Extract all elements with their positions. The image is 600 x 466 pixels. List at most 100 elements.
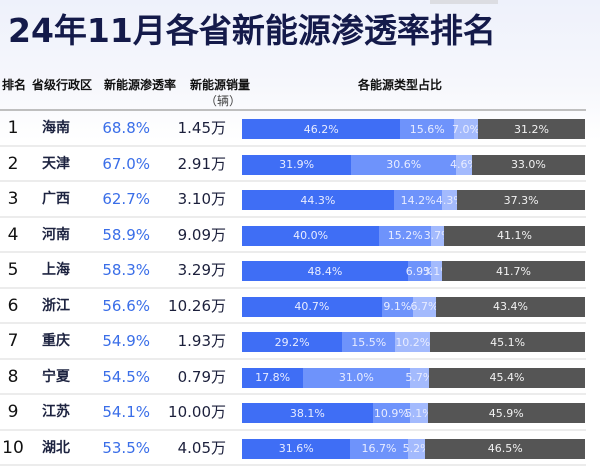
table-row: 5 上海 58.3% 3.29万 48.4% 6.9% 3.1% 41.7%: [0, 253, 586, 289]
province: 广西: [42, 191, 70, 207]
province: 河南: [42, 226, 70, 243]
sales: 4.05万: [177, 438, 226, 457]
province: 上海: [42, 262, 70, 278]
segment-4: 37.3%: [457, 190, 585, 210]
rank: 7: [7, 331, 19, 351]
share-bar: 44.3% 14.2% 4.3% 37.3%: [242, 190, 585, 210]
share-bar: 40.0% 15.2% 3.7% 41.1%: [242, 225, 585, 246]
sales: 1.93万: [177, 332, 226, 350]
rank: 10: [2, 437, 24, 458]
share-bar: 40.7% 9.1% 6.7% 43.4%: [242, 296, 585, 317]
segment-2: 10.9%: [372, 403, 411, 423]
penetration-rate: 53.5%: [102, 438, 150, 457]
segment-4: 45.9%: [427, 403, 585, 423]
province: 天津: [42, 155, 70, 172]
corner-tab: [430, 0, 498, 4]
table-row: 10 湖北 53.5% 4.05万 31.6% 16.7% 5.2% 46.5%: [0, 431, 586, 466]
segment-4: 46.5%: [425, 438, 585, 459]
segment-2: 6.9%: [406, 261, 434, 281]
table-row: 9 江苏 54.1% 10.00万 38.1% 10.9% 5.1% 45.9%: [0, 395, 586, 431]
segment-2: 31.0%: [303, 367, 410, 388]
segment-2: 15.5%: [342, 332, 396, 352]
sales: 3.10万: [177, 190, 226, 208]
rank: 3: [7, 189, 19, 209]
province: 江苏: [42, 404, 70, 420]
province: 宁夏: [42, 368, 70, 385]
segment-3: 5.1%: [405, 403, 433, 423]
share-bar: 46.2% 15.6% 7.0% 31.2%: [242, 119, 585, 139]
table-header: 排名 省级行政区 新能源渗透率 新能源销量 （辆） 各能源类型占比: [0, 70, 600, 110]
sales: 9.09万: [177, 225, 226, 244]
sales: 2.91万: [177, 154, 226, 173]
segment-1: 46.2%: [242, 119, 401, 139]
segment-3: 4.6%: [450, 154, 478, 175]
segment-3: 4.3%: [436, 190, 464, 210]
rank: 6: [7, 295, 19, 316]
segment-2: 14.2%: [393, 190, 443, 210]
segment-1: 31.6%: [242, 438, 351, 459]
table-row: 2 天津 67.0% 2.91万 31.9% 30.6% 4.6% 33.0%: [0, 147, 586, 182]
penetration-rate: 56.6%: [102, 296, 150, 315]
segment-1: 40.7%: [242, 296, 382, 317]
segment-4: 41.1%: [444, 225, 585, 246]
share-bar: 17.8% 31.0% 5.7% 45.4%: [242, 367, 585, 388]
segment-1: 38.1%: [242, 403, 373, 423]
table-body: 1 海南 68.8% 1.45万 46.2% 15.6% 7.0% 31.2% …: [0, 111, 600, 466]
segment-2: 15.6%: [400, 119, 454, 139]
segment-3: 3.7%: [424, 225, 452, 246]
penetration-rate: 67.0%: [102, 154, 150, 173]
sales: 3.29万: [177, 261, 226, 279]
header-rate: 新能源渗透率: [104, 78, 177, 92]
sales: 10.26万: [168, 296, 226, 315]
table-row: 6 浙江 56.6% 10.26万 40.7% 9.1% 6.7% 43.4%: [0, 289, 586, 324]
rank: 4: [7, 224, 19, 245]
penetration-rate: 62.7%: [102, 190, 150, 208]
segment-3: 5.7%: [405, 367, 433, 388]
rank: 1: [7, 118, 19, 138]
segment-1: 29.2%: [242, 332, 343, 352]
header-sales-unit: （辆）: [205, 94, 242, 108]
table-row: 8 宁夏 54.5% 0.79万 17.8% 31.0% 5.7% 45.4%: [0, 360, 586, 395]
share-bar: 48.4% 6.9% 3.1% 41.7%: [242, 261, 585, 281]
penetration-rate: 58.3%: [102, 261, 150, 279]
penetration-rate: 54.9%: [102, 332, 150, 350]
segment-2: 15.2%: [379, 225, 432, 246]
segment-4: 45.1%: [430, 332, 585, 352]
segment-1: 40.0%: [242, 225, 380, 246]
segment-4: 31.2%: [477, 119, 585, 139]
share-bar: 29.2% 15.5% 10.2% 45.1%: [242, 332, 585, 352]
segment-1: 44.3%: [242, 190, 394, 210]
segment-4: 41.7%: [442, 261, 585, 281]
province: 重庆: [42, 333, 70, 349]
table-row: 1 海南 68.8% 1.45万 46.2% 15.6% 7.0% 31.2%: [0, 111, 586, 147]
penetration-rate: 54.5%: [102, 367, 150, 386]
rank: 9: [7, 402, 19, 422]
province: 海南: [42, 120, 70, 136]
segment-4: 33.0%: [471, 154, 585, 175]
header-sales: 新能源销量: [190, 78, 251, 92]
segment-3: 10.2%: [395, 332, 431, 352]
province: 湖北: [42, 439, 70, 456]
penetration-rate: 58.9%: [102, 225, 150, 244]
province: 浙江: [42, 297, 70, 314]
sales: 0.79万: [177, 367, 226, 386]
rank: 2: [7, 153, 19, 174]
segment-4: 45.4%: [429, 367, 585, 388]
segment-2: 9.1%: [381, 296, 413, 317]
rank: 5: [7, 260, 19, 280]
segment-1: 17.8%: [242, 367, 304, 388]
share-bar: 38.1% 10.9% 5.1% 45.9%: [242, 403, 585, 423]
segment-1: 48.4%: [242, 261, 408, 281]
header-rank: 排名: [2, 78, 27, 92]
segment-3: 3.1%: [423, 261, 451, 281]
sales: 1.45万: [177, 119, 226, 137]
segment-3: 5.2%: [403, 438, 431, 459]
page-title: 24年11月各省新能源渗透率排名: [8, 11, 496, 50]
share-bar: 31.6% 16.7% 5.2% 46.5%: [242, 438, 585, 459]
header-share: 各能源类型占比: [358, 78, 443, 92]
segment-2: 30.6%: [351, 154, 457, 175]
header-divider: [0, 109, 586, 111]
table-row: 4 河南 58.9% 9.09万 40.0% 15.2% 3.7% 41.1%: [0, 218, 586, 253]
segment-1: 31.9%: [242, 154, 352, 175]
penetration-rate: 54.1%: [102, 403, 150, 421]
